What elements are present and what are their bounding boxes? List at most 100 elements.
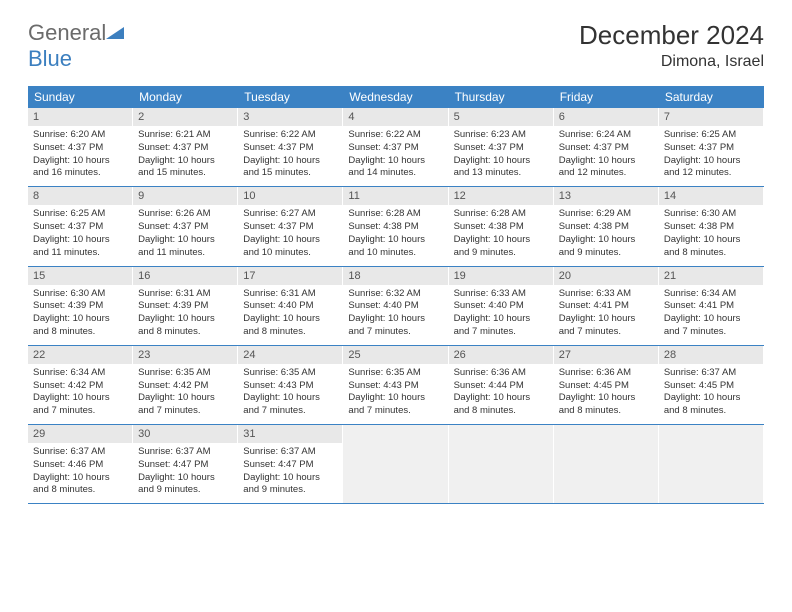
day-number: 17 — [238, 267, 342, 285]
week-row: 8Sunrise: 6:25 AMSunset: 4:37 PMDaylight… — [28, 187, 764, 266]
day-number: 10 — [238, 187, 342, 205]
day-number: 25 — [343, 346, 447, 364]
day-number: 2 — [133, 108, 237, 126]
day-body: Sunrise: 6:37 AMSunset: 4:45 PMDaylight:… — [659, 364, 763, 424]
day-cell: 14Sunrise: 6:30 AMSunset: 4:38 PMDayligh… — [659, 187, 764, 265]
sunset-text: Sunset: 4:44 PM — [454, 380, 548, 393]
day-number: 11 — [343, 187, 447, 205]
day-number: 19 — [449, 267, 553, 285]
sunrise-text: Sunrise: 6:30 AM — [33, 288, 127, 301]
daylight-text-1: Daylight: 10 hours — [348, 155, 442, 168]
day-body: Sunrise: 6:34 AMSunset: 4:41 PMDaylight:… — [659, 285, 763, 345]
day-cell: 17Sunrise: 6:31 AMSunset: 4:40 PMDayligh… — [238, 267, 343, 345]
day-body: Sunrise: 6:35 AMSunset: 4:43 PMDaylight:… — [238, 364, 342, 424]
sunset-text: Sunset: 4:47 PM — [243, 459, 337, 472]
day-cell: 15Sunrise: 6:30 AMSunset: 4:39 PMDayligh… — [28, 267, 133, 345]
day-cell: 20Sunrise: 6:33 AMSunset: 4:41 PMDayligh… — [554, 267, 659, 345]
logo-text: General Blue — [28, 20, 124, 72]
day-number: 7 — [659, 108, 763, 126]
sunset-text: Sunset: 4:37 PM — [138, 221, 232, 234]
day-body: Sunrise: 6:26 AMSunset: 4:37 PMDaylight:… — [133, 205, 237, 265]
sunset-text: Sunset: 4:43 PM — [348, 380, 442, 393]
day-body: Sunrise: 6:29 AMSunset: 4:38 PMDaylight:… — [554, 205, 658, 265]
day-cell: 4Sunrise: 6:22 AMSunset: 4:37 PMDaylight… — [343, 108, 448, 186]
sunrise-text: Sunrise: 6:29 AM — [559, 208, 653, 221]
sunrise-text: Sunrise: 6:37 AM — [243, 446, 337, 459]
day-cell: 2Sunrise: 6:21 AMSunset: 4:37 PMDaylight… — [133, 108, 238, 186]
day-number: 6 — [554, 108, 658, 126]
day-cell: 9Sunrise: 6:26 AMSunset: 4:37 PMDaylight… — [133, 187, 238, 265]
sunrise-text: Sunrise: 6:35 AM — [243, 367, 337, 380]
day-cell: 12Sunrise: 6:28 AMSunset: 4:38 PMDayligh… — [449, 187, 554, 265]
day-body: Sunrise: 6:25 AMSunset: 4:37 PMDaylight:… — [659, 126, 763, 186]
daylight-text-2: and 8 minutes. — [664, 247, 758, 260]
day-body: Sunrise: 6:33 AMSunset: 4:41 PMDaylight:… — [554, 285, 658, 345]
day-body: Sunrise: 6:36 AMSunset: 4:44 PMDaylight:… — [449, 364, 553, 424]
calendar-page: General Blue December 2024 Dimona, Israe… — [0, 0, 792, 524]
day-body: Sunrise: 6:30 AMSunset: 4:39 PMDaylight:… — [28, 285, 132, 345]
daylight-text-2: and 8 minutes. — [243, 326, 337, 339]
day-cell: 11Sunrise: 6:28 AMSunset: 4:38 PMDayligh… — [343, 187, 448, 265]
day-body: Sunrise: 6:37 AMSunset: 4:47 PMDaylight:… — [133, 443, 237, 503]
day-cell: 26Sunrise: 6:36 AMSunset: 4:44 PMDayligh… — [449, 346, 554, 424]
sunset-text: Sunset: 4:42 PM — [33, 380, 127, 393]
daylight-text-2: and 11 minutes. — [33, 247, 127, 260]
daylight-text-2: and 9 minutes. — [454, 247, 548, 260]
sunset-text: Sunset: 4:42 PM — [138, 380, 232, 393]
daylight-text-1: Daylight: 10 hours — [138, 313, 232, 326]
day-body: Sunrise: 6:24 AMSunset: 4:37 PMDaylight:… — [554, 126, 658, 186]
daylight-text-1: Daylight: 10 hours — [243, 472, 337, 485]
day-body: Sunrise: 6:30 AMSunset: 4:38 PMDaylight:… — [659, 205, 763, 265]
day-number: 8 — [28, 187, 132, 205]
daylight-text-2: and 16 minutes. — [33, 167, 127, 180]
sunrise-text: Sunrise: 6:36 AM — [454, 367, 548, 380]
daylight-text-1: Daylight: 10 hours — [454, 234, 548, 247]
daylight-text-1: Daylight: 10 hours — [559, 234, 653, 247]
sunset-text: Sunset: 4:37 PM — [138, 142, 232, 155]
day-number: 24 — [238, 346, 342, 364]
day-number: 31 — [238, 425, 342, 443]
sunset-text: Sunset: 4:40 PM — [243, 300, 337, 313]
sunset-text: Sunset: 4:41 PM — [559, 300, 653, 313]
sunrise-text: Sunrise: 6:27 AM — [243, 208, 337, 221]
day-number: 5 — [449, 108, 553, 126]
sunset-text: Sunset: 4:37 PM — [243, 142, 337, 155]
daylight-text-1: Daylight: 10 hours — [33, 313, 127, 326]
dow-monday: Monday — [133, 86, 238, 108]
day-body: Sunrise: 6:28 AMSunset: 4:38 PMDaylight:… — [343, 205, 447, 265]
day-body: Sunrise: 6:31 AMSunset: 4:39 PMDaylight:… — [133, 285, 237, 345]
sunset-text: Sunset: 4:38 PM — [559, 221, 653, 234]
daylight-text-1: Daylight: 10 hours — [243, 155, 337, 168]
sunrise-text: Sunrise: 6:34 AM — [664, 288, 758, 301]
sunset-text: Sunset: 4:46 PM — [33, 459, 127, 472]
sunrise-text: Sunrise: 6:31 AM — [243, 288, 337, 301]
day-number: 3 — [238, 108, 342, 126]
day-cell: 22Sunrise: 6:34 AMSunset: 4:42 PMDayligh… — [28, 346, 133, 424]
day-number: 20 — [554, 267, 658, 285]
day-body: Sunrise: 6:35 AMSunset: 4:43 PMDaylight:… — [343, 364, 447, 424]
sunset-text: Sunset: 4:45 PM — [664, 380, 758, 393]
day-body: Sunrise: 6:25 AMSunset: 4:37 PMDaylight:… — [28, 205, 132, 265]
day-number: 13 — [554, 187, 658, 205]
day-number: 28 — [659, 346, 763, 364]
sunrise-text: Sunrise: 6:25 AM — [664, 129, 758, 142]
triangle-icon — [106, 25, 124, 44]
daylight-text-2: and 12 minutes. — [664, 167, 758, 180]
daylight-text-1: Daylight: 10 hours — [559, 155, 653, 168]
day-body: Sunrise: 6:28 AMSunset: 4:38 PMDaylight:… — [449, 205, 553, 265]
calendar-grid: Sunday Monday Tuesday Wednesday Thursday… — [28, 86, 764, 504]
daylight-text-1: Daylight: 10 hours — [664, 234, 758, 247]
day-cell: 19Sunrise: 6:33 AMSunset: 4:40 PMDayligh… — [449, 267, 554, 345]
day-cell: 27Sunrise: 6:36 AMSunset: 4:45 PMDayligh… — [554, 346, 659, 424]
sunset-text: Sunset: 4:37 PM — [348, 142, 442, 155]
day-cell — [449, 425, 554, 503]
daylight-text-1: Daylight: 10 hours — [348, 234, 442, 247]
day-body: Sunrise: 6:36 AMSunset: 4:45 PMDaylight:… — [554, 364, 658, 424]
sunset-text: Sunset: 4:38 PM — [664, 221, 758, 234]
daylight-text-2: and 10 minutes. — [243, 247, 337, 260]
sunrise-text: Sunrise: 6:31 AM — [138, 288, 232, 301]
daylight-text-1: Daylight: 10 hours — [138, 472, 232, 485]
daylight-text-2: and 9 minutes. — [138, 484, 232, 497]
sunset-text: Sunset: 4:37 PM — [664, 142, 758, 155]
daylight-text-2: and 8 minutes. — [138, 326, 232, 339]
